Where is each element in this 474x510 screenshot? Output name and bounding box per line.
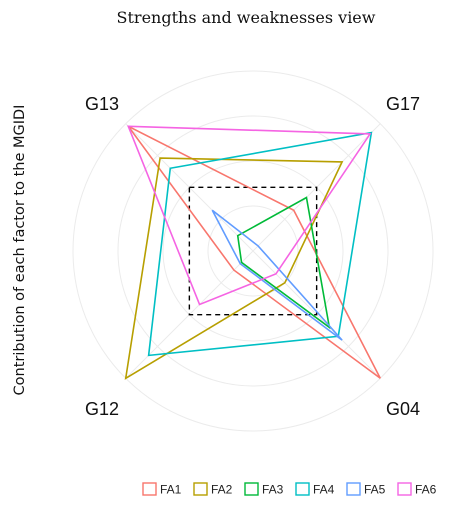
grid-circle-4 (72, 70, 434, 432)
legend-item-fa1: FA1 (142, 482, 182, 497)
legend-item-fa6: FA6 (397, 482, 437, 497)
legend-key-fa5 (346, 482, 361, 496)
grid-circle-3 (117, 115, 389, 387)
reference-square-layer (188, 186, 318, 316)
series-fa1 (127, 125, 381, 379)
legend-label-fa2: FA2 (211, 483, 233, 497)
legend: FA1 FA2 FA3 FA4 FA5 FA6 (142, 482, 437, 497)
series-fa6 (127, 125, 372, 306)
axis-labels: G13 G17 G04 G12 (85, 94, 420, 419)
reference-square (188, 186, 318, 316)
legend-key-fa1 (142, 482, 157, 496)
series-fa3 (236, 196, 331, 330)
y-axis-label: Contribution of each factor to the MGIDI (12, 105, 28, 396)
series-fa2 (124, 157, 344, 380)
grid-circle-1 (207, 205, 299, 297)
series-layer (124, 125, 381, 380)
legend-label-fa3: FA3 (262, 483, 284, 497)
legend-item-fa2: FA2 (193, 482, 233, 497)
legend-label-fa5: FA5 (364, 483, 386, 497)
grid-circle-2 (162, 160, 344, 342)
legend-item-fa4: FA4 (295, 482, 335, 497)
legend-key-fa2 (193, 482, 208, 496)
legend-key-fa4 (295, 482, 310, 496)
axis-label-g17: G17 (386, 94, 420, 114)
chart-title: Strengths and weaknesses view (117, 8, 376, 27)
legend-label-fa1: FA1 (160, 483, 182, 497)
legend-label-fa4: FA4 (313, 483, 335, 497)
legend-key-fa6 (397, 482, 412, 496)
axis-label-g13: G13 (85, 94, 119, 114)
axis-label-g12: G12 (85, 399, 119, 419)
legend-item-fa3: FA3 (244, 482, 284, 497)
legend-item-fa5: FA5 (346, 482, 386, 497)
axis-label-g04: G04 (386, 399, 420, 419)
series-fa5 (211, 209, 343, 341)
legend-label-fa6: FA6 (415, 483, 437, 497)
legend-key-fa3 (244, 482, 259, 496)
